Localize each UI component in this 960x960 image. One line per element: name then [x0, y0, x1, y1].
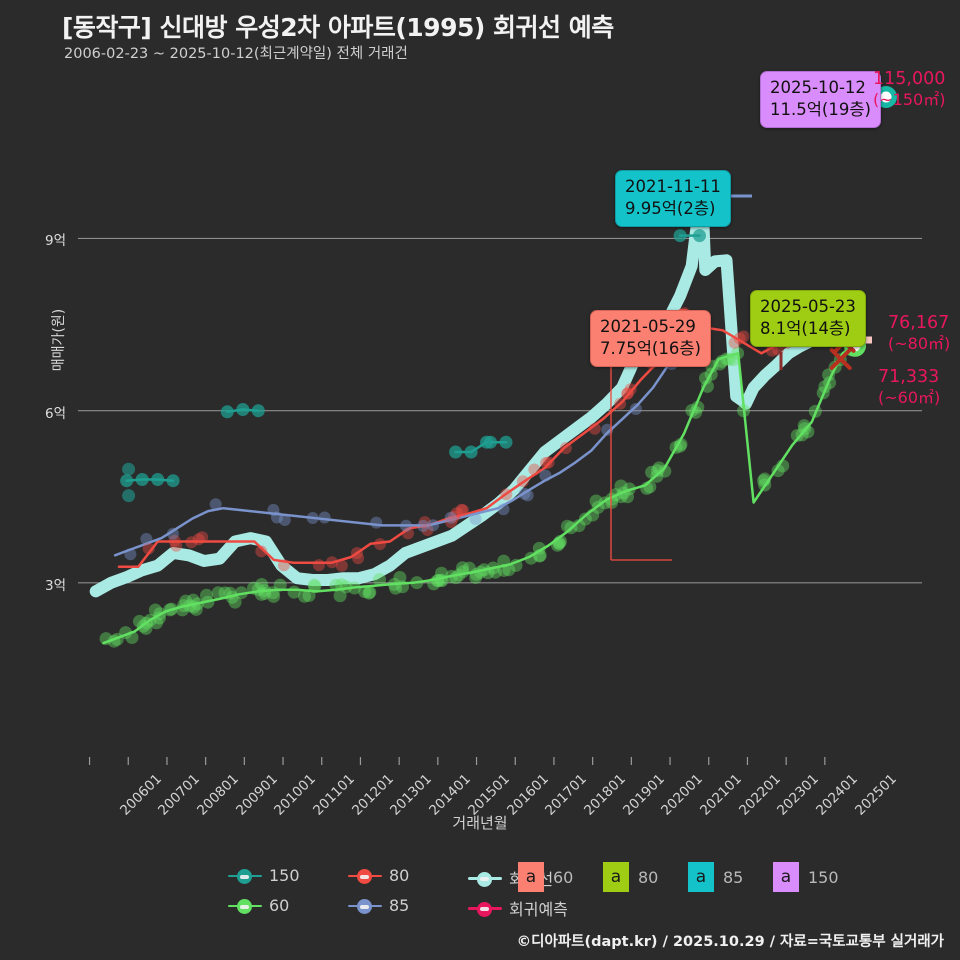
endpoint-label-60: 71,333 (~60㎡) — [878, 366, 940, 409]
legend-swatch-item[interactable]: a 85 — [688, 862, 743, 892]
legend-swatch-item[interactable]: a 80 — [603, 862, 658, 892]
endpoint-label-80: 76,167 (~80㎡) — [888, 312, 950, 355]
endpoint-area: (~60㎡) — [878, 388, 941, 408]
legend-label: 85 — [389, 896, 410, 915]
callout-price: 11.5억(19층) — [770, 99, 871, 119]
callout-date: 2021-11-11 — [625, 177, 721, 196]
legend-item[interactable]: 회귀예측 — [468, 896, 568, 920]
legend-marker-icon — [468, 899, 502, 917]
callout-80[interactable]: 2021-05-29 7.75억(16층) — [590, 310, 711, 367]
page-subtitle: 2006-02-23 ~ 2025-10-12(최근계약일) 전체 거래건 — [64, 46, 408, 62]
legend-label: 회귀예측 — [509, 900, 568, 919]
endpoint-value: 71,333 — [878, 367, 940, 387]
series-layer — [89, 178, 861, 645]
y-tick-label: 3억 — [44, 577, 66, 594]
callout-date: 2021-05-29 — [600, 317, 696, 336]
x-axis-title: 거래년월 — [452, 814, 508, 832]
legend-label: 80 — [389, 866, 410, 885]
callout-price: 7.75억(16층) — [600, 338, 701, 358]
callout-150[interactable]: 2025-10-12 11.5억(19층) — [760, 71, 881, 128]
callout-price: 9.95억(2층) — [625, 198, 716, 218]
y-axis-title: 매매가(원) — [51, 308, 67, 372]
endpoint-label-150: 115,000 (~150㎡) — [873, 68, 945, 111]
callout-date: 2025-05-23 — [760, 297, 856, 316]
legend-swatch-label: 85 — [723, 867, 744, 887]
legend-marker-icon — [348, 897, 382, 915]
legend-swatch-box: a — [518, 862, 544, 892]
endpoint-value: 76,167 — [888, 313, 950, 333]
legend-item[interactable]: 85 — [348, 896, 409, 915]
legend-swatch-box: a — [688, 862, 714, 892]
endpoint-area: (~80㎡) — [888, 334, 951, 354]
page-title: [동작구] 신대방 우성2차 아파트(1995) 회귀선 예측 — [62, 13, 614, 42]
y-tick-label: 9억 — [44, 233, 66, 250]
callout-date: 2025-10-12 — [770, 78, 866, 97]
callout-price: 8.1억(14층) — [760, 318, 851, 338]
y-tick-label: 6억 — [44, 405, 66, 422]
callout-regression-peak[interactable]: 2021-11-11 9.95억(2층) — [615, 170, 731, 227]
x-tick-marks — [88, 757, 826, 765]
legend-item[interactable]: 80 — [348, 866, 409, 885]
legend-swatch-label: 60 — [553, 867, 574, 887]
legend-swatch-label: 150 — [808, 867, 839, 887]
legend-marker-icon — [468, 869, 502, 887]
footer-credit: ©디아파트(dapt.kr) / 2025.10.29 / 자료=국토교통부 실… — [516, 934, 944, 950]
legend-swatch-item[interactable]: a 60 — [518, 862, 573, 892]
endpoint-area: (~150㎡) — [873, 90, 946, 110]
legend-swatch-label: 80 — [638, 867, 659, 887]
legend-item[interactable]: 60 — [228, 896, 289, 915]
legend-label: 150 — [269, 866, 300, 885]
endpoint-value: 115,000 — [873, 69, 946, 89]
callout-60[interactable]: 2025-05-23 8.1억(14층) — [750, 290, 866, 347]
legend-item[interactable]: 150 — [228, 866, 300, 885]
legend-swatch-box: a — [773, 862, 799, 892]
legend-swatch-item[interactable]: a 150 — [773, 862, 839, 892]
gridlines — [78, 237, 922, 584]
legend-label: 60 — [269, 896, 290, 915]
scatter-layer — [99, 229, 859, 648]
legend-swatch-box: a — [603, 862, 629, 892]
legend-marker-icon — [348, 867, 382, 885]
legend-marker-icon — [228, 867, 262, 885]
legend-marker-icon — [228, 897, 262, 915]
